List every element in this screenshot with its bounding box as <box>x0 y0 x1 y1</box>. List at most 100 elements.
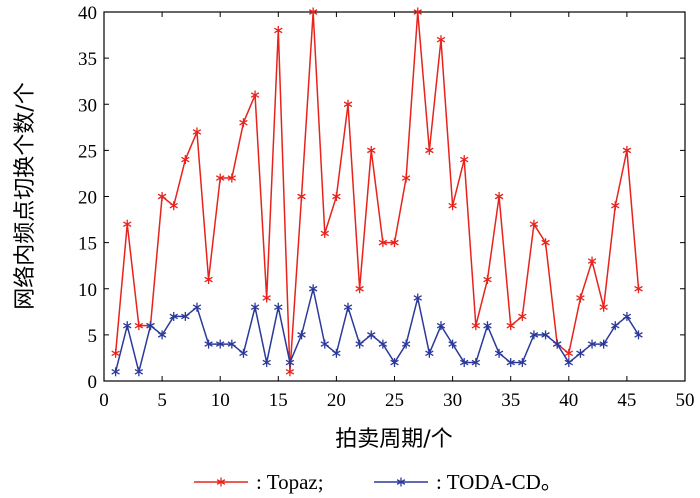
data-point-topaz <box>622 145 632 155</box>
data-point-toda-cd <box>123 321 132 331</box>
x-tick-label: 5 <box>157 390 167 411</box>
data-point-topaz <box>111 348 120 358</box>
data-point-topaz <box>262 293 271 303</box>
data-point-topaz <box>494 192 504 201</box>
data-point-topaz <box>448 201 457 211</box>
data-point-topaz <box>123 219 132 229</box>
data-point-toda-cd <box>239 348 248 358</box>
data-point-toda-cd <box>587 339 597 349</box>
data-point-topaz <box>215 173 225 183</box>
data-point-topaz <box>378 238 388 248</box>
data-point-toda-cd <box>401 339 411 349</box>
data-point-toda-cd <box>413 293 422 303</box>
data-point-topaz <box>285 367 295 377</box>
data-point-topaz <box>157 192 167 201</box>
data-point-toda-cd <box>355 339 364 349</box>
legend-label-topaz: : Topaz; <box>256 470 324 494</box>
data-point-toda-cd <box>483 321 492 331</box>
data-point-toda-cd <box>227 339 237 349</box>
data-point-topaz <box>599 302 608 312</box>
x-tick-label: 0 <box>99 390 109 411</box>
data-point-topaz <box>541 238 550 248</box>
data-point-topaz <box>297 192 306 201</box>
data-point-toda-cd <box>471 358 481 368</box>
data-point-topaz <box>518 311 527 321</box>
x-tick-label: 15 <box>269 390 288 411</box>
y-tick-label: 10 <box>78 280 97 301</box>
data-point-topaz <box>355 284 364 294</box>
legend-marker-toda-cd <box>396 477 406 487</box>
data-point-toda-cd <box>611 321 620 331</box>
data-point-topaz <box>576 293 585 303</box>
y-tick-label: 30 <box>78 95 97 116</box>
data-point-topaz <box>192 127 202 137</box>
data-point-topaz <box>564 348 574 358</box>
series-topaz <box>111 7 643 377</box>
data-point-topaz <box>343 99 353 109</box>
data-point-toda-cd <box>448 339 457 349</box>
data-point-toda-cd <box>169 311 178 321</box>
data-point-topaz <box>401 173 411 183</box>
data-point-toda-cd <box>634 330 643 340</box>
data-point-topaz <box>611 201 620 211</box>
data-point-toda-cd <box>552 339 562 349</box>
data-point-toda-cd <box>576 348 585 358</box>
data-point-toda-cd <box>367 330 376 340</box>
data-point-toda-cd <box>262 358 271 368</box>
data-point-toda-cd <box>506 358 515 368</box>
data-point-toda-cd <box>541 330 550 340</box>
data-point-topaz <box>413 7 422 17</box>
data-point-toda-cd <box>250 302 260 312</box>
data-point-toda-cd <box>134 367 144 377</box>
data-point-toda-cd <box>622 311 632 321</box>
data-point-toda-cd <box>564 358 574 368</box>
data-point-topaz <box>459 155 469 165</box>
data-point-toda-cd <box>285 358 295 368</box>
axis-ticks: 0 5 10 15 20 25 30 35 40 45 50 0 5 10 15 20 25 30 35 40 <box>78 3 695 411</box>
y-tick-label: 15 <box>78 234 97 255</box>
data-point-topaz <box>436 35 446 45</box>
data-point-toda-cd <box>204 339 213 349</box>
data-point-topaz <box>634 284 643 294</box>
data-point-toda-cd <box>297 330 306 340</box>
legend-label-toda-cd: : TODA-CD。 <box>436 470 562 494</box>
data-point-toda-cd <box>274 302 283 312</box>
data-point-topaz <box>227 173 237 183</box>
data-point-topaz <box>529 219 539 229</box>
x-tick-label: 25 <box>385 390 404 411</box>
data-point-toda-cd <box>529 330 539 340</box>
data-point-topaz <box>134 321 144 331</box>
y-tick-label: 35 <box>78 49 97 70</box>
data-point-toda-cd <box>157 330 167 340</box>
data-point-toda-cd <box>599 339 608 349</box>
data-point-toda-cd <box>378 339 388 349</box>
y-axis-label: 网络内频点切换个数/个 <box>13 82 38 309</box>
data-point-toda-cd <box>181 311 190 321</box>
data-point-toda-cd <box>215 339 225 349</box>
data-point-topaz <box>169 201 178 211</box>
x-tick-label: 20 <box>327 390 346 411</box>
x-tick-label: 50 <box>676 390 695 411</box>
x-tick-label: 40 <box>559 390 578 411</box>
data-point-toda-cd <box>459 358 469 368</box>
legend-star-topaz <box>216 477 226 487</box>
y-tick-label: 20 <box>78 188 97 209</box>
data-point-toda-cd <box>343 302 353 312</box>
data-point-topaz <box>471 321 481 331</box>
x-tick-label: 30 <box>443 390 462 411</box>
data-point-topaz <box>250 90 260 100</box>
plot-frame <box>103 11 686 382</box>
data-point-topaz <box>274 25 283 35</box>
x-axis-label: 拍卖周期/个 <box>335 427 452 452</box>
data-point-toda-cd <box>390 358 399 368</box>
x-tick-label: 10 <box>211 390 230 411</box>
data-point-toda-cd <box>192 302 202 312</box>
data-point-topaz <box>425 145 434 155</box>
data-point-topaz <box>390 238 399 248</box>
y-tick-label: 40 <box>78 3 97 24</box>
x-tick-label: 35 <box>501 390 520 411</box>
data-point-topaz <box>367 145 376 155</box>
data-point-toda-cd <box>332 348 341 358</box>
data-point-toda-cd <box>518 358 527 368</box>
